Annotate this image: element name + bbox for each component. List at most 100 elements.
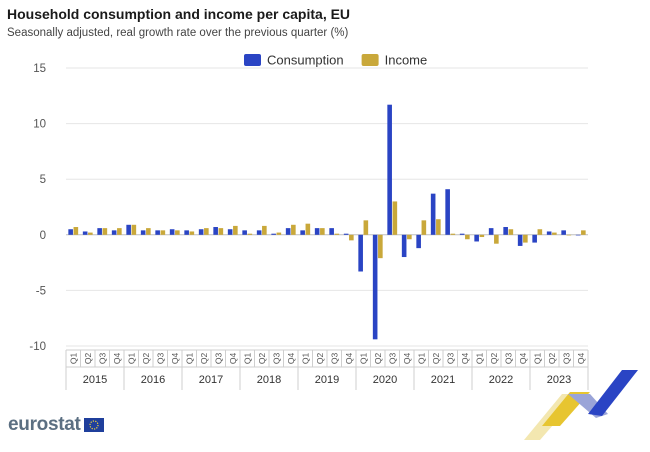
legend-item-consumption[interactable]: Consumption: [244, 53, 344, 68]
bar-consumption: [430, 193, 436, 235]
bar-consumption: [343, 233, 349, 235]
quarter-label: Q1: [68, 353, 78, 365]
bar-income: [218, 228, 224, 235]
bar-consumption: [256, 230, 262, 235]
y-tick-label: -5: [36, 285, 46, 297]
bar-income: [523, 234, 528, 243]
bar-income: [88, 232, 93, 235]
year-label: 2020: [373, 374, 397, 386]
bar-income: [378, 234, 383, 259]
bar-consumption: [488, 228, 494, 235]
bar-income: [407, 234, 412, 240]
quarter-label: Q1: [184, 353, 194, 365]
legend-label: Consumption: [267, 53, 344, 68]
y-tick-label: -10: [29, 341, 46, 353]
quarter-label: Q1: [532, 353, 542, 365]
quarter-label: Q4: [344, 353, 354, 365]
quarter-label: Q3: [213, 353, 223, 365]
y-axis: 15 10 5 0 -5 -10: [29, 63, 46, 353]
bar-income: [262, 225, 267, 235]
bars: [68, 104, 586, 340]
bar-consumption: [372, 234, 378, 340]
bar-income: [291, 224, 296, 235]
bar-consumption: [82, 231, 88, 235]
bar-income: [537, 229, 543, 235]
legend-swatch: [244, 54, 261, 66]
y-tick-label: 10: [33, 119, 46, 131]
bar-consumption: [227, 229, 233, 235]
gridlines: [66, 67, 588, 347]
quarter-label: Q4: [460, 353, 470, 365]
y-tick-label: 15: [33, 63, 46, 75]
quarter-label: Q2: [83, 353, 93, 365]
bar-consumption: [140, 230, 146, 235]
quarter-label: Q1: [358, 353, 368, 365]
quarter-label: Q2: [199, 353, 209, 365]
quarter-label: Q3: [503, 353, 513, 365]
year-label: 2016: [141, 374, 165, 386]
bar-income: [204, 228, 209, 235]
bar-consumption: [517, 234, 523, 246]
bar-consumption: [169, 229, 175, 235]
bar-income: [233, 225, 238, 235]
bar-income: [494, 234, 499, 244]
year-label: 2021: [431, 374, 455, 386]
quarter-label: Q1: [416, 353, 426, 365]
bar-income: [363, 220, 369, 235]
bar-income: [305, 223, 311, 235]
quarter-label: Q3: [445, 353, 455, 365]
quarter-label: Q4: [576, 353, 586, 365]
bar-consumption: [401, 234, 407, 258]
quarter-label: Q3: [155, 353, 165, 365]
quarter-label: Q2: [547, 353, 557, 365]
quarter-label: Q2: [257, 353, 267, 365]
chart-title: Household consumption and income per cap…: [7, 6, 351, 22]
bar-consumption: [358, 234, 363, 272]
quarter-label: Q3: [561, 353, 571, 365]
bar-income: [131, 224, 137, 235]
quarter-label: Q4: [518, 353, 528, 365]
legend-swatch: [361, 54, 379, 66]
bar-consumption: [459, 233, 465, 235]
bar-consumption: [329, 228, 334, 235]
quarter-label: Q4: [112, 353, 122, 365]
year-label: 2017: [199, 374, 223, 386]
legend-item-income[interactable]: Income: [361, 53, 428, 68]
bar-consumption: [532, 234, 537, 243]
chart-subtitle: Seasonally adjusted, real growth rate ov…: [7, 27, 349, 39]
quarter-label: Q4: [170, 353, 180, 365]
year-label: 2022: [489, 374, 513, 386]
bar-income: [581, 230, 586, 235]
quarter-label: Q2: [489, 353, 499, 365]
quarter-label: Q2: [315, 353, 325, 365]
quarter-label: Q4: [402, 353, 412, 365]
bar-consumption: [546, 231, 552, 235]
bar-consumption: [97, 228, 102, 235]
legend-label: Income: [385, 53, 428, 68]
bar-consumption: [213, 227, 218, 235]
quarter-label: Q4: [228, 353, 238, 365]
quarter-label: Q2: [373, 353, 383, 365]
bar-consumption: [184, 230, 189, 235]
bar-income: [421, 220, 427, 235]
bar-income: [349, 234, 354, 241]
bar-income: [160, 230, 166, 235]
quarter-label: Q1: [474, 353, 484, 365]
bar-income: [566, 234, 572, 236]
bar-income: [508, 229, 514, 235]
bar-income: [392, 201, 398, 235]
bar-consumption: [155, 230, 160, 235]
bar-income: [247, 233, 253, 235]
quarter-label: Q3: [329, 353, 339, 365]
bar-consumption: [503, 227, 508, 235]
year-label: 2018: [257, 374, 281, 386]
bar-consumption: [68, 229, 73, 235]
bar-income: [552, 232, 557, 235]
quarter-label: Q1: [300, 353, 310, 365]
bar-consumption: [271, 233, 276, 235]
bar-income: [334, 233, 340, 235]
bar-consumption: [242, 230, 247, 235]
legend[interactable]: Consumption Income: [244, 53, 427, 68]
quarter-label: Q1: [126, 353, 136, 365]
